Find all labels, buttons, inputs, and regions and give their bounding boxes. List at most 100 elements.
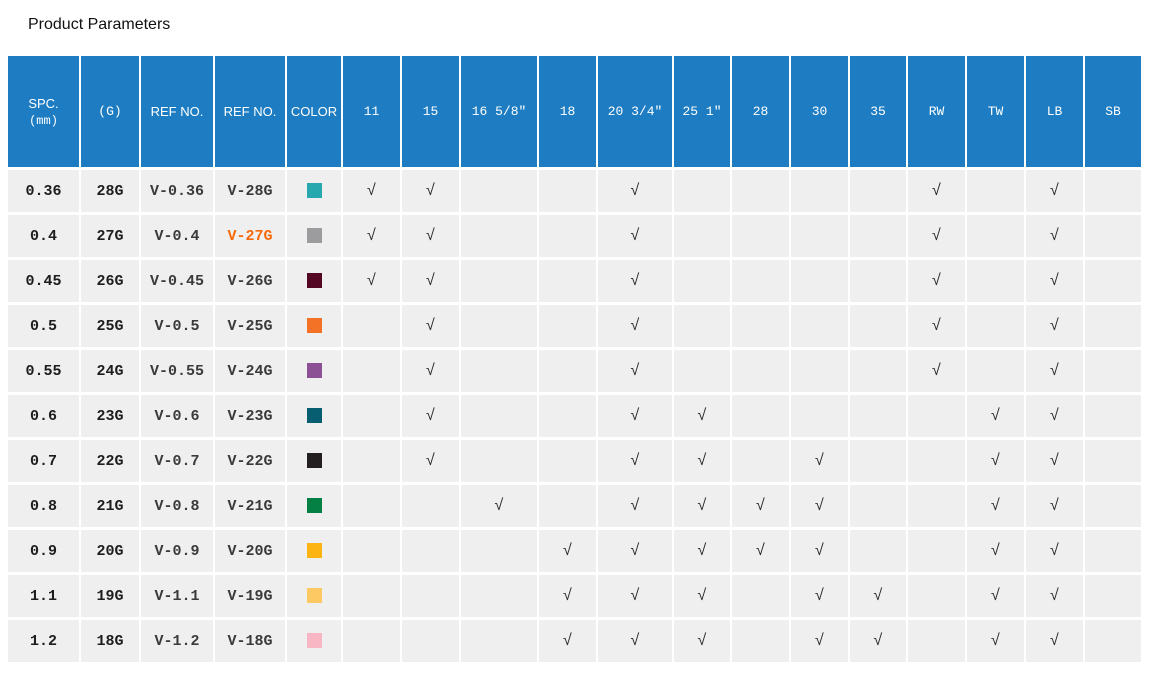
check-cell [850,215,906,257]
check-cell [791,170,848,212]
check-cell: √ [850,620,906,662]
column-header-spc: SPC. (mm) [8,56,79,167]
column-header-size-20-3-4-: 20 3/4″ [598,56,672,167]
gauge-cell: 23G [81,395,139,437]
check-cell: √ [908,215,965,257]
check-cell: √ [674,530,730,572]
check-cell: √ [791,530,848,572]
ref-no-2-cell: V-18G [215,620,285,662]
check-cell: √ [791,440,848,482]
check-cell: √ [791,620,848,662]
check-cell [908,620,965,662]
color-swatch-cell [287,395,341,437]
color-swatch [306,588,322,604]
check-cell: √ [402,440,459,482]
column-header-ref-no-2: REF NO. [215,56,285,167]
check-cell [539,170,596,212]
ref-no-2-cell: V-23G [215,395,285,437]
check-cell [343,440,400,482]
check-cell [732,440,789,482]
ref-no-cell: V-0.5 [141,305,213,347]
check-cell [1085,350,1141,392]
color-swatch-cell [287,575,341,617]
check-cell: √ [1026,260,1083,302]
check-cell [908,395,965,437]
table-row: 1.1 19G V-1.1 V-19G √ √ √ √ √ √ √ [8,575,1141,617]
gauge-cell: 19G [81,575,139,617]
check-cell: √ [967,530,1024,572]
check-cell: √ [402,305,459,347]
color-swatch-cell [287,260,341,302]
column-header-size-11: 11 [343,56,400,167]
check-cell [343,305,400,347]
column-header-size-tw: TW [967,56,1024,167]
gauge-cell: 20G [81,530,139,572]
check-cell: √ [791,485,848,527]
table-row: 0.4 27G V-0.4 V-27G √ √ √ √ √ [8,215,1141,257]
table-row: 0.55 24G V-0.55 V-24G √ √ √ √ [8,350,1141,392]
column-header-size-25-1-: 25 1″ [674,56,730,167]
column-header-size-15: 15 [402,56,459,167]
check-cell: √ [598,170,672,212]
color-swatch [306,228,322,244]
check-cell [539,305,596,347]
table-row: 0.6 23G V-0.6 V-23G √ √ √ √ √ [8,395,1141,437]
check-cell: √ [402,350,459,392]
gauge-cell: 22G [81,440,139,482]
check-cell [850,395,906,437]
check-cell [1085,170,1141,212]
check-cell [343,575,400,617]
column-header-size-16-5-8-: 16 5/8″ [461,56,537,167]
product-parameters-table: SPC. (mm) (G) REF NO. REF NO. COLOR 11 15 16 5/8… [6,53,1143,665]
gauge-cell: 26G [81,260,139,302]
color-swatch-cell [287,350,341,392]
check-cell [461,305,537,347]
check-cell [674,260,730,302]
check-cell: √ [1026,170,1083,212]
color-swatch [306,543,322,559]
check-cell: √ [598,305,672,347]
spc-cell: 0.8 [8,485,79,527]
check-cell: √ [791,575,848,617]
check-cell: √ [1026,530,1083,572]
check-cell: √ [402,170,459,212]
column-header-size-lb: LB [1026,56,1083,167]
table-row: 1.2 18G V-1.2 V-18G √ √ √ √ √ √ √ [8,620,1141,662]
ref-no-2-cell: V-20G [215,530,285,572]
check-cell: √ [1026,575,1083,617]
check-cell: √ [598,485,672,527]
check-cell [674,215,730,257]
check-cell [343,620,400,662]
ref-no-cell: V-0.6 [141,395,213,437]
color-swatch [306,318,322,334]
check-cell [850,485,906,527]
gauge-cell: 25G [81,305,139,347]
check-cell [1085,260,1141,302]
table-row: 0.36 28G V-0.36 V-28G √ √ √ √ √ [8,170,1141,212]
check-cell [343,485,400,527]
gauge-cell: 28G [81,170,139,212]
check-cell: √ [967,620,1024,662]
check-cell [791,350,848,392]
check-cell: √ [1026,305,1083,347]
check-cell [674,350,730,392]
column-header-size-18: 18 [539,56,596,167]
check-cell [908,440,965,482]
check-cell [967,215,1024,257]
spc-cell: 0.4 [8,215,79,257]
check-cell [1085,485,1141,527]
table-row: 0.7 22G V-0.7 V-22G √ √ √ √ √ √ [8,440,1141,482]
column-header-size-rw: RW [908,56,965,167]
check-cell [1085,215,1141,257]
check-cell [850,350,906,392]
check-cell [791,305,848,347]
color-swatch-cell [287,620,341,662]
check-cell [732,350,789,392]
header-row: SPC. (mm) (G) REF NO. REF NO. COLOR 11 15 16 5/8… [8,56,1141,167]
check-cell: √ [598,575,672,617]
check-cell: √ [539,530,596,572]
check-cell [343,395,400,437]
check-cell [1085,395,1141,437]
ref-no-cell: V-1.2 [141,620,213,662]
check-cell [461,575,537,617]
